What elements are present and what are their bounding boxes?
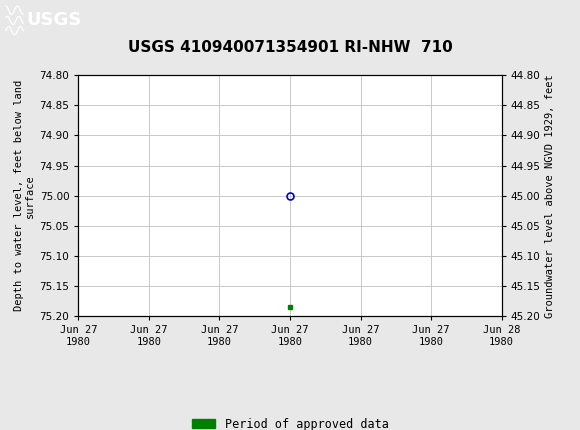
Legend: Period of approved data: Period of approved data xyxy=(187,413,393,430)
Y-axis label: Depth to water level, feet below land
surface: Depth to water level, feet below land su… xyxy=(14,80,35,311)
Text: USGS 410940071354901 RI-NHW  710: USGS 410940071354901 RI-NHW 710 xyxy=(128,40,452,55)
Y-axis label: Groundwater level above NGVD 1929, feet: Groundwater level above NGVD 1929, feet xyxy=(545,74,554,317)
Text: USGS: USGS xyxy=(26,12,81,29)
